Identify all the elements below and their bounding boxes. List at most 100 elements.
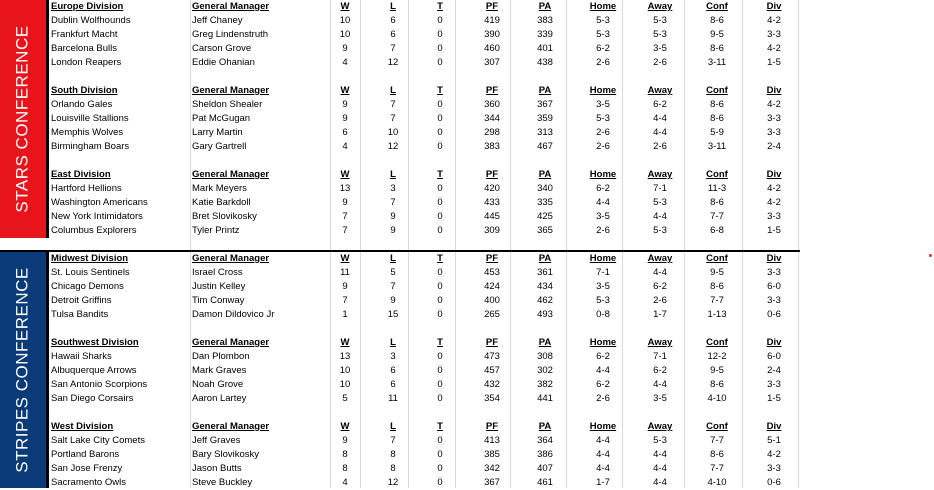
- cell-w: 9: [342, 281, 348, 292]
- cell-gm: Tim Conway: [192, 295, 245, 306]
- grid-line: [684, 0, 685, 488]
- cell-l: 8: [390, 463, 396, 474]
- team-name-cell: Sacramento Owls: [51, 477, 126, 488]
- column-header-pa: PA: [538, 421, 552, 432]
- team-row: San Jose Frenzy Jason Butts 8 8 0 342 407 4-4 4-…: [0, 462, 800, 476]
- cell-w: 4: [342, 57, 348, 68]
- cell-pa: 434: [537, 281, 553, 292]
- cell-w: 13: [339, 183, 351, 194]
- cell-pa: 493: [537, 309, 553, 320]
- cell-gm: Sheldon Shealer: [192, 99, 263, 110]
- cell-home: 6-2: [596, 43, 610, 54]
- cell-div: 3-3: [767, 379, 781, 390]
- cell-conf: 3-11: [707, 141, 727, 152]
- grid-line: [190, 0, 191, 488]
- cell-gm: Aaron Lartey: [192, 393, 247, 404]
- cell-t: 0: [437, 113, 443, 124]
- column-header-w: W: [340, 85, 350, 96]
- team-name-cell: Frankfurt Macht: [51, 29, 118, 40]
- cell-away: 4-4: [653, 267, 667, 278]
- team-name-cell: St. Louis Sentinels: [51, 267, 130, 278]
- cell-home: 2-6: [596, 127, 610, 138]
- cell-w: 6: [342, 127, 348, 138]
- cell-div: 3-3: [767, 127, 781, 138]
- division-header-row: Midwest Division General Manager W L T PF PA Ho…: [0, 252, 800, 266]
- team-row: Detroit Griffins Tim Conway 7 9 0 400 462 5-3 2-…: [0, 294, 800, 308]
- cell-home: 6-2: [596, 183, 610, 194]
- division-header-row: Europe Division General Manager W L T PF PA Hom…: [0, 0, 800, 14]
- cell-away: 5-3: [653, 435, 667, 446]
- column-header-pa: PA: [538, 169, 552, 180]
- column-header-away: Away: [647, 85, 673, 96]
- cell-l: 9: [390, 225, 396, 236]
- team-name-cell: San Antonio Scorpions: [51, 379, 148, 390]
- cell-home: 6-2: [596, 351, 610, 362]
- cell-l: 3: [390, 351, 396, 362]
- cell-w: 8: [342, 449, 348, 460]
- cell-t: 0: [437, 15, 443, 26]
- team-row: Louisville Stallions Pat McGugan 9 7 0 344 359…: [0, 112, 800, 126]
- column-header-home: Home: [589, 169, 617, 180]
- cell-away: 4-4: [653, 477, 667, 488]
- column-header-l: L: [390, 421, 396, 432]
- column-header-pf: PF: [485, 85, 499, 96]
- column-header-away: Away: [647, 337, 673, 348]
- cell-pf: 424: [484, 281, 500, 292]
- grid-line: [408, 0, 409, 488]
- cell-away: 2-6: [653, 295, 667, 306]
- team-name-cell: San Diego Corsairs: [51, 393, 134, 404]
- division-name: Midwest Division: [51, 253, 129, 264]
- cell-pf: 453: [484, 267, 500, 278]
- cell-l: 15: [387, 309, 399, 320]
- cell-home: 5-3: [596, 295, 610, 306]
- cell-t: 0: [437, 393, 443, 404]
- team-row: Tulsa Bandits Damon Dildovico Jr 1 15 0 265 49…: [0, 308, 800, 322]
- cell-pa: 308: [537, 351, 553, 362]
- cell-div: 2-4: [767, 141, 781, 152]
- cell-conf: 8-6: [710, 43, 724, 54]
- cell-pa: 401: [537, 43, 553, 54]
- cell-t: 0: [437, 379, 443, 390]
- column-header-t: T: [437, 169, 443, 180]
- cell-w: 5: [342, 393, 348, 404]
- column-header-conf: Conf: [706, 337, 728, 348]
- cell-t: 0: [437, 463, 443, 474]
- team-row: Chicago Demons Justin Kelley 9 7 0 424 434 3-5 6…: [0, 280, 800, 294]
- cell-conf: 5-9: [710, 127, 724, 138]
- grid-line: [330, 0, 331, 488]
- cell-div: 4-2: [767, 449, 781, 460]
- column-header-pf: PF: [485, 337, 499, 348]
- column-header-div: Div: [766, 85, 782, 96]
- cell-l: 8: [390, 449, 396, 460]
- cell-div: 0-6: [767, 477, 781, 488]
- cell-gm: Jeff Chaney: [192, 15, 243, 26]
- team-row: Salt Lake City Comets Jeff Graves 9 7 0 413 36…: [0, 434, 800, 448]
- column-header-div: Div: [766, 253, 782, 264]
- cell-gm: Dan Plombon: [192, 351, 250, 362]
- column-header-t: T: [437, 337, 443, 348]
- column-header-w: W: [340, 169, 350, 180]
- cell-home: 5-3: [596, 15, 610, 26]
- cell-home: 0-8: [596, 309, 610, 320]
- cell-conf: 4-10: [707, 393, 727, 404]
- cell-conf: 7-7: [710, 435, 724, 446]
- team-row: Memphis Wolves Larry Martin 6 10 0 298 313 2-6 4…: [0, 126, 800, 140]
- cell-pa: 335: [537, 197, 553, 208]
- cell-conf: 8-6: [710, 379, 724, 390]
- cell-l: 5: [390, 267, 396, 278]
- division-header-row: South Division General Manager W L T PF PA Home…: [0, 84, 800, 98]
- cell-away: 5-3: [653, 197, 667, 208]
- column-header-away: Away: [647, 1, 673, 12]
- cell-pf: 445: [484, 211, 500, 222]
- team-name-cell: Dublin Wolfhounds: [51, 15, 131, 26]
- cell-w: 9: [342, 99, 348, 110]
- grid-line: [510, 0, 511, 488]
- grid-line: [360, 0, 361, 488]
- cell-conf: 6-8: [710, 225, 724, 236]
- cell-away: 4-4: [653, 449, 667, 460]
- cell-home: 5-3: [596, 113, 610, 124]
- cell-away: 4-4: [653, 211, 667, 222]
- cell-away: 2-6: [653, 57, 667, 68]
- cell-pf: 298: [484, 127, 500, 138]
- division-header-row: East Division General Manager W L T PF PA Home A…: [0, 168, 800, 182]
